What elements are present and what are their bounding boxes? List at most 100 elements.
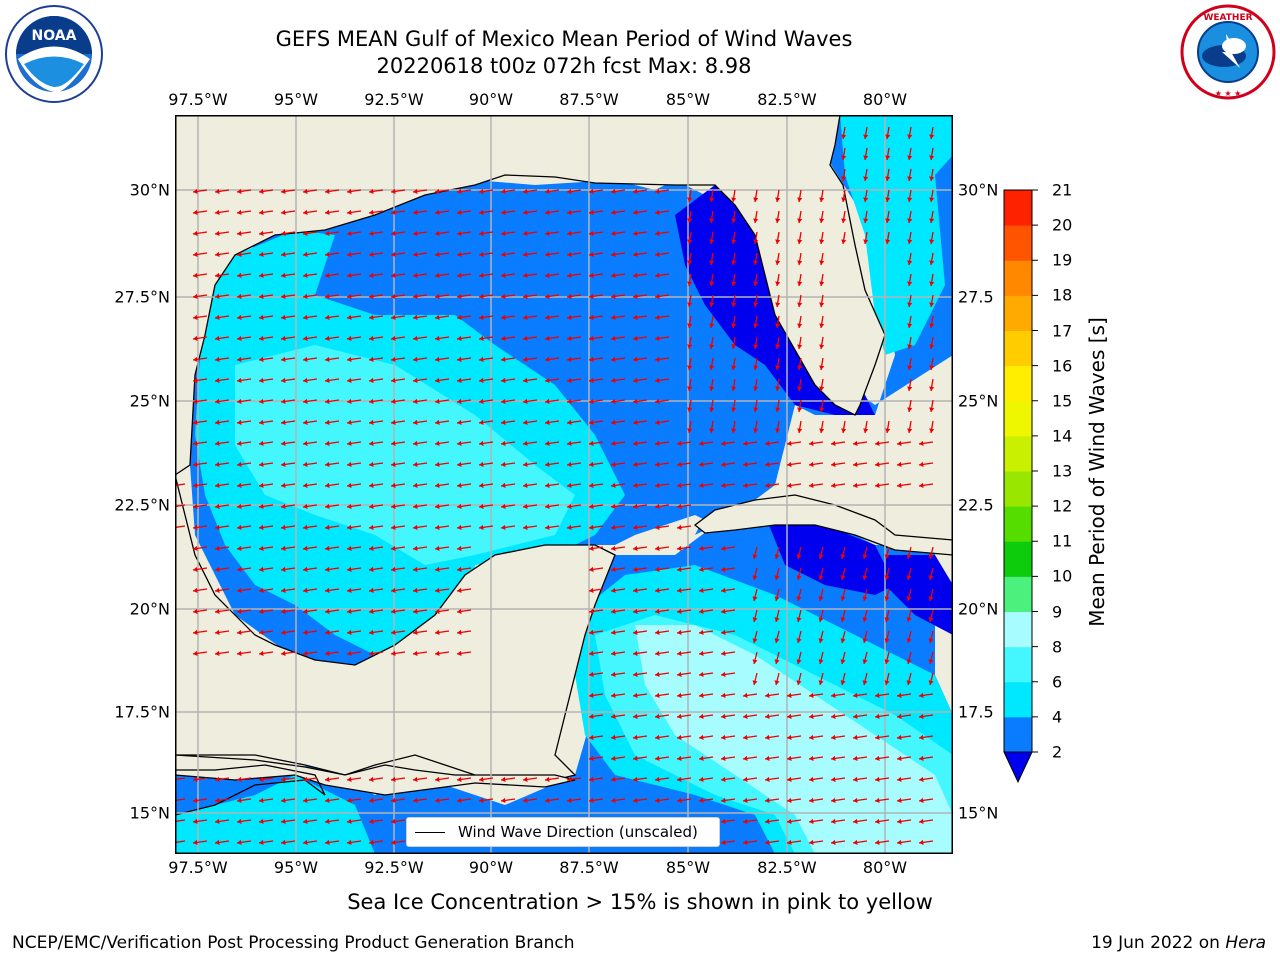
lat-tick-left: 17.5°N — [114, 702, 170, 722]
wind-arrow — [522, 377, 538, 383]
wind-arrow — [654, 692, 670, 698]
wind-arrow — [588, 587, 604, 593]
wind-arrow — [907, 357, 913, 371]
wind-arrow — [346, 314, 362, 320]
wind-arrow — [874, 839, 890, 845]
wind-arrow — [478, 188, 494, 194]
wind-arrow — [434, 608, 450, 614]
wind-arrow — [928, 609, 934, 623]
wind-arrow — [907, 273, 913, 287]
wind-arrow — [258, 272, 274, 278]
wind-arrow — [236, 566, 252, 572]
wind-arrow — [841, 147, 847, 161]
wind-arrow — [390, 188, 406, 194]
wind-arrow — [588, 482, 604, 488]
wind-arrow — [588, 335, 604, 341]
wind-arrow — [818, 567, 824, 581]
wind-arrow — [906, 630, 912, 644]
wind-arrow — [632, 587, 648, 593]
wind-arrow — [456, 650, 472, 656]
wind-arrow — [368, 188, 384, 194]
wind-arrow — [302, 545, 318, 551]
wind-arrow — [588, 377, 604, 383]
wind-arrow — [192, 482, 208, 488]
wind-arrow — [456, 608, 472, 614]
lat-tick-right: 25°N — [958, 391, 999, 411]
wind-arrow — [819, 273, 825, 287]
wind-arrow — [566, 377, 582, 383]
wind-arrow — [841, 189, 847, 203]
wind-arrow — [731, 189, 737, 203]
wind-arrow — [786, 713, 802, 719]
colorbar-tick: 17 — [1052, 321, 1073, 340]
svg-text:★ ★ ★: ★ ★ ★ — [1215, 89, 1242, 98]
wind-arrow — [676, 734, 692, 740]
wind-arrow — [346, 398, 362, 404]
wind-arrow — [687, 210, 693, 224]
wind-arrow — [907, 231, 913, 245]
wind-arrow — [742, 734, 758, 740]
wind-arrow — [478, 398, 494, 404]
wind-arrow — [698, 545, 714, 551]
wind-arrow — [808, 776, 824, 782]
wind-arrow — [566, 230, 582, 236]
wind-arrow — [346, 356, 362, 362]
land-cuba — [693, 494, 953, 556]
wind-arrow — [346, 230, 362, 236]
lat-tick-right: 17.5 — [958, 702, 994, 722]
land-yucatan — [175, 474, 616, 786]
wind-arrow — [544, 335, 560, 341]
wind-arrow — [896, 734, 912, 740]
wind-arrow — [731, 273, 737, 287]
wind-arrow — [368, 545, 384, 551]
wind-arrow — [654, 776, 670, 782]
wind-arrow — [753, 294, 759, 308]
wind-arrow — [368, 629, 384, 635]
wind-arrow — [907, 168, 913, 182]
wind-arrow — [774, 672, 780, 686]
wind-arrow — [214, 797, 230, 803]
wind-arrow — [906, 567, 912, 581]
wind-arrow — [918, 440, 934, 446]
wind-arrow — [412, 503, 428, 509]
wind-arrow — [456, 776, 472, 782]
wind-arrow — [302, 482, 318, 488]
wind-arrow — [764, 734, 780, 740]
wind-arrow — [818, 672, 824, 686]
wind-arrow — [830, 734, 846, 740]
wind-arrow — [907, 294, 913, 308]
wind-arrow — [863, 231, 869, 245]
wind-arrow — [280, 230, 296, 236]
wind-arrow — [236, 482, 252, 488]
wind-arrow — [258, 314, 274, 320]
wind-arrow — [752, 546, 758, 560]
wind-arrow — [786, 839, 802, 845]
wind-arrow — [928, 588, 934, 602]
wind-arrow — [654, 566, 670, 572]
wind-arrow — [731, 399, 737, 413]
wind-arrow — [720, 461, 736, 467]
wind-arrow — [632, 776, 648, 782]
wind-arrow — [214, 188, 230, 194]
wind-arrow — [676, 587, 692, 593]
wind-arrow — [280, 335, 296, 341]
wind-arrow — [346, 608, 362, 614]
wind-arrow — [632, 251, 648, 257]
wind-arrow — [753, 336, 759, 350]
wind-arrow — [478, 419, 494, 425]
wind-arrow — [478, 335, 494, 341]
wind-arrow — [852, 713, 868, 719]
wind-arrow — [522, 251, 538, 257]
wind-arrow — [324, 440, 340, 446]
colorbar — [1003, 189, 1038, 784]
wind-arrow — [346, 419, 362, 425]
wind-arrow — [687, 378, 693, 392]
wind-arrow — [775, 252, 781, 266]
wind-arrow — [500, 209, 516, 215]
lon-tick-top: 85°W — [665, 90, 711, 109]
wind-arrow — [742, 818, 758, 824]
wind-arrow — [885, 126, 891, 140]
wind-arrow — [412, 314, 428, 320]
wind-arrow — [434, 398, 450, 404]
wind-arrow — [390, 545, 406, 551]
